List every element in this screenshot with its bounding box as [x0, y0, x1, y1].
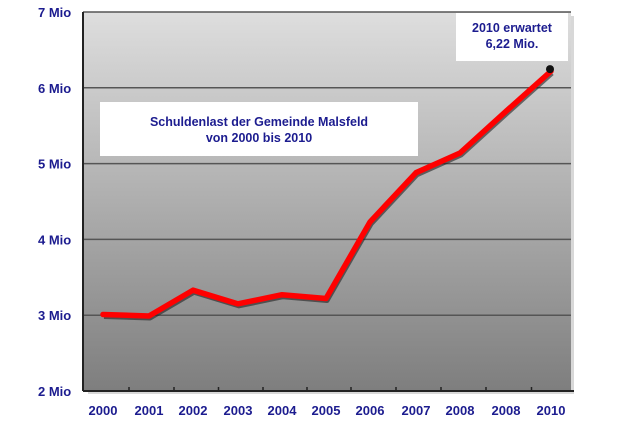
- chart-subtitle: von 2000 bis 2010: [205, 131, 313, 145]
- x-tick-label: 2005: [312, 403, 341, 418]
- x-tick-label: 2000: [89, 403, 118, 418]
- chart-title-box: Schuldenlast der Gemeinde Malsfeld von 2…: [100, 102, 418, 156]
- x-tick-label: 2008: [446, 403, 475, 418]
- x-tick-label: 2010: [537, 403, 566, 418]
- x-tick-label: 2008: [492, 403, 521, 418]
- y-tick-label: 5 Mio: [38, 157, 71, 172]
- x-tick-label: 2006: [356, 403, 385, 418]
- y-tick-label: 6 Mio: [38, 81, 71, 96]
- y-tick-label: 4 Mio: [38, 232, 71, 247]
- x-tick-label: 2001: [135, 403, 164, 418]
- annotation-box: 2010 erwartet 6,22 Mio.: [456, 13, 568, 61]
- x-tick-label: 2004: [268, 403, 298, 418]
- x-tick-label: 2003: [224, 403, 253, 418]
- x-tick-label: 2002: [179, 403, 208, 418]
- plot-area: [83, 12, 571, 391]
- endpoint-marker: [546, 65, 554, 74]
- chart-title: Schuldenlast der Gemeinde Malsfeld: [149, 115, 369, 129]
- annotation-line-2: 6,22 Mio.: [485, 37, 539, 51]
- y-tick-label: 7 Mio: [38, 5, 71, 20]
- annotation-line-1: 2010 erwartet: [472, 21, 552, 35]
- y-tick-label: 3 Mio: [38, 308, 71, 323]
- x-tick-label: 2007: [402, 403, 431, 418]
- y-tick-label: 2 Mio: [38, 384, 71, 399]
